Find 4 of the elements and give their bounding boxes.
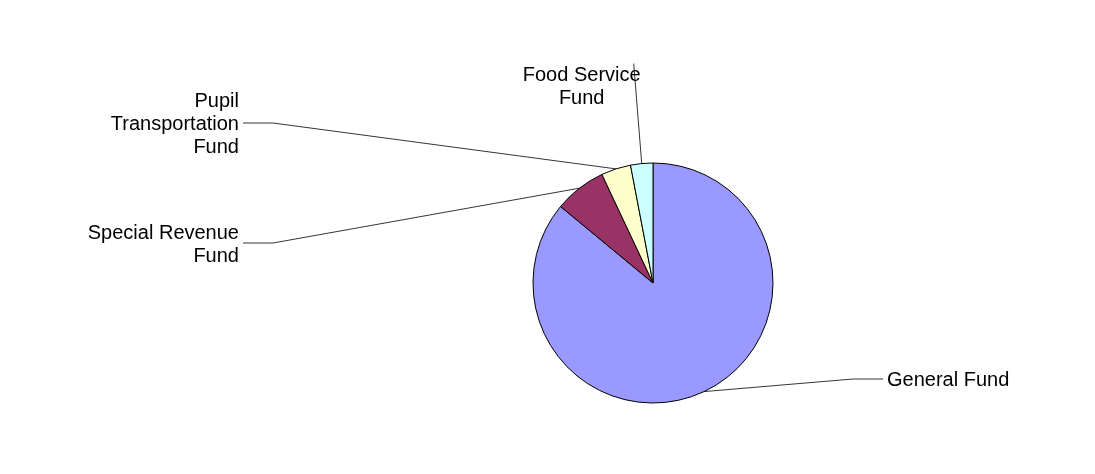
slice-label: Food Service Fund [522, 62, 641, 108]
slice-label: General Fund [887, 368, 1010, 390]
slice-label: Pupil Transportation Fund [110, 89, 239, 157]
slice-label: Special Revenue Fund [87, 220, 239, 266]
